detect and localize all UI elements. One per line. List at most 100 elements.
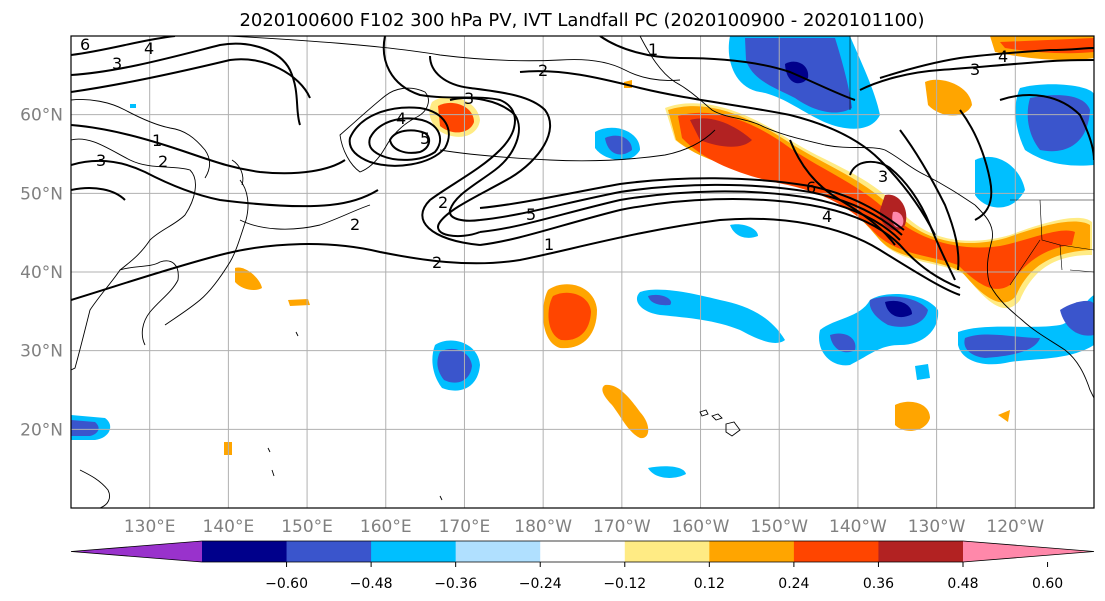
contour-label: 4 — [822, 207, 832, 226]
colorbar-extend-high — [963, 541, 1094, 562]
contour-north-2 — [519, 70, 936, 236]
colorbar-tick-label: 0.48 — [947, 576, 978, 592]
colorbar-segment — [709, 541, 795, 562]
asia-coast — [71, 138, 196, 371]
longitude-label: 180°W — [514, 517, 572, 537]
contour-label: 2 — [432, 253, 442, 272]
colorbar-segment — [793, 541, 879, 562]
colorbar-segment — [624, 541, 710, 562]
contour-2-nw — [71, 58, 311, 99]
ivt-neg-se-strong — [964, 334, 1040, 358]
contour-label: 5 — [526, 205, 536, 224]
aleutian-islands — [439, 129, 716, 162]
ivt-blob-central-strong — [548, 292, 591, 341]
ivt-neg-small2 — [648, 466, 686, 478]
contour-label: 3 — [878, 167, 888, 186]
contour-label: 4 — [144, 39, 154, 58]
contour-6-ridge — [789, 139, 896, 246]
colorbar-tick-label: 0.60 — [1032, 576, 1063, 592]
colorbar-tick-label: −0.60 — [265, 576, 308, 592]
colorbar-segment — [455, 541, 541, 562]
contour-trough-2 — [429, 55, 551, 238]
alaska-coast — [639, 36, 976, 206]
ivt-neg-streak — [636, 289, 785, 343]
ivt-neg-small — [730, 224, 758, 238]
contour-2-main — [479, 197, 961, 289]
contour-trough-outer — [382, 36, 516, 246]
colorbar-tick-label: −0.24 — [519, 576, 562, 592]
contour-4-ridge — [849, 160, 956, 281]
ivt-neg-west-strong — [71, 420, 99, 436]
ivt-band-dark — [690, 118, 752, 147]
longitude-label: 170°E — [439, 517, 491, 537]
contour-labels: 6 4 3 1 2 3 1 2 2 3 4 5 2 5 1 2 6 4 4 3 — [80, 35, 1008, 272]
ivt-blob-japan — [235, 267, 262, 290]
contour-1-west — [71, 124, 346, 175]
na-west-coast — [974, 204, 1094, 399]
longitude-label: 160°E — [360, 517, 412, 537]
colorbar-outline — [70, 540, 1095, 563]
ivt-dot-east — [998, 410, 1010, 422]
colorbar-segment — [878, 541, 964, 562]
latitude-label: 20°N — [20, 420, 63, 440]
latitude-labels: 20°N 30°N 40°N 50°N 60°N — [20, 106, 63, 441]
contour-label: 3 — [96, 151, 106, 170]
contour-label: 4 — [396, 109, 406, 128]
longitude-label: 130°E — [124, 517, 176, 537]
ivt-negative-shading — [71, 36, 1094, 478]
luzon-coast — [79, 469, 111, 508]
contour-3-west — [71, 187, 126, 201]
ivt-neg-streak-strong — [648, 294, 672, 306]
contour-low-inner — [388, 129, 431, 154]
latitude-label: 40°N — [20, 263, 63, 283]
ivt-neg-small3 — [915, 364, 930, 380]
figure-title: 2020100600 F102 300 hPa PV, IVT Landfall… — [239, 10, 924, 31]
ivt-neg-east-strong2 — [830, 333, 856, 353]
contour-label: 6 — [806, 178, 816, 197]
contour-label: 4 — [998, 47, 1008, 66]
contour-label: 3 — [464, 89, 474, 108]
contour-label: 2 — [350, 215, 360, 234]
contour-4-main — [479, 183, 903, 236]
colorbar-segment — [371, 541, 457, 562]
contour-label: 5 — [420, 129, 430, 148]
contour-label: 2 — [438, 193, 448, 212]
latitude-label: 60°N — [20, 106, 63, 126]
colorbar-segment — [540, 541, 626, 562]
contour-2-west — [71, 160, 379, 208]
contour-low-mid — [368, 117, 442, 161]
ivt-neg-central-strong — [437, 348, 472, 383]
us-state-borders — [1009, 199, 1094, 286]
map-panel: 6 4 3 1 2 3 1 2 2 3 4 5 2 5 1 2 6 4 4 3 — [70, 35, 1095, 509]
longitude-label: 170°W — [593, 517, 651, 537]
colorbar-tick-label: 0.12 — [694, 576, 725, 592]
latitude-label: 50°N — [20, 184, 63, 204]
longitude-label: 140°E — [203, 517, 255, 537]
longitude-label: 140°W — [829, 517, 887, 537]
longitude-label: 150°E — [281, 517, 333, 537]
contour-6-nw — [71, 36, 176, 56]
contour-east-2 — [999, 94, 1094, 161]
ivt-neg-east-dark — [885, 300, 912, 318]
contour-label: 3 — [970, 60, 980, 79]
contour-ridge-east — [899, 129, 960, 271]
contour-north-1 — [599, 36, 856, 101]
longitude-label: 130°W — [908, 517, 966, 537]
contour-east-1 — [959, 109, 993, 221]
colorbar-extend-low — [71, 541, 202, 562]
colorbar-segment — [286, 541, 372, 562]
map-frame — [70, 35, 1095, 509]
pv-contours — [71, 36, 1094, 301]
colorbar-tick-label: 0.24 — [778, 576, 809, 592]
siberia-coast — [229, 36, 681, 81]
kuril-islands — [239, 204, 371, 230]
ivt-neg-dot — [130, 104, 136, 108]
contour-5-main — [479, 177, 905, 231]
contour-label: 6 — [80, 35, 90, 54]
contour-label: 1 — [544, 235, 554, 254]
longitude-label: 120°W — [986, 517, 1044, 537]
japan-coast — [164, 179, 249, 326]
longitude-labels: 130°E 140°E 150°E 160°E 170°E 180°W 170°W 160°W… — [124, 517, 1045, 537]
ivt-dot — [288, 299, 310, 306]
